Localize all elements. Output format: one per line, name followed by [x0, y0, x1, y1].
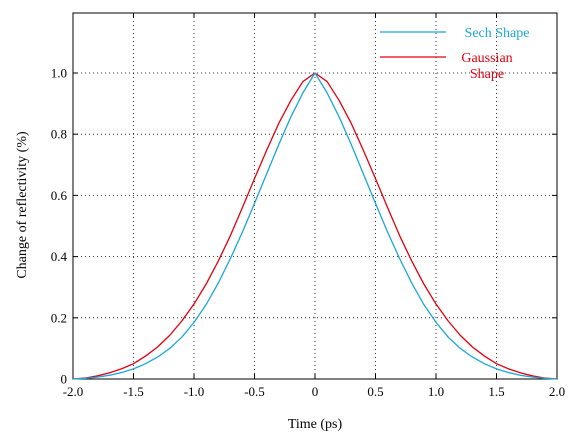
y-tick-label: 1.0	[51, 66, 67, 81]
x-tick-label: 0	[312, 384, 319, 399]
x-tick-label: -1.0	[184, 384, 205, 399]
series-line-sech-shape	[72, 72, 558, 380]
y-tick-label: 0	[61, 372, 68, 387]
x-tick-labels: -2.0 -1.5 -1.0 -0.5 0 0.5 1.0 1.5 2.0	[63, 384, 565, 399]
legend-label: Shape	[470, 67, 504, 82]
x-axis-title: Time (ps)	[288, 417, 343, 432]
y-tick-label: 0.8	[51, 127, 67, 142]
axis-ticks	[72, 13, 558, 380]
x-tick-label: -0.5	[244, 384, 265, 399]
series-lines	[72, 72, 558, 380]
x-tick-label: -1.5	[123, 384, 144, 399]
x-tick-label: 1.5	[488, 384, 504, 399]
legend-label: Gaussian	[461, 51, 512, 66]
x-tick-label: 0.5	[367, 384, 383, 399]
y-axis-title: Change of reflectivity (%)	[15, 131, 30, 279]
x-tick-label: 1.0	[428, 384, 444, 399]
x-tick-label: 2.0	[549, 384, 565, 399]
legend-label: Sech Shape	[465, 26, 530, 41]
x-tick-label: -2.0	[63, 384, 84, 399]
y-tick-labels: 0 0.2 0.4 0.6 0.8 1.0	[51, 66, 68, 387]
y-tick-label: 0.2	[51, 310, 67, 325]
y-tick-label: 0.6	[51, 188, 68, 203]
y-tick-label: 0.4	[51, 249, 68, 264]
